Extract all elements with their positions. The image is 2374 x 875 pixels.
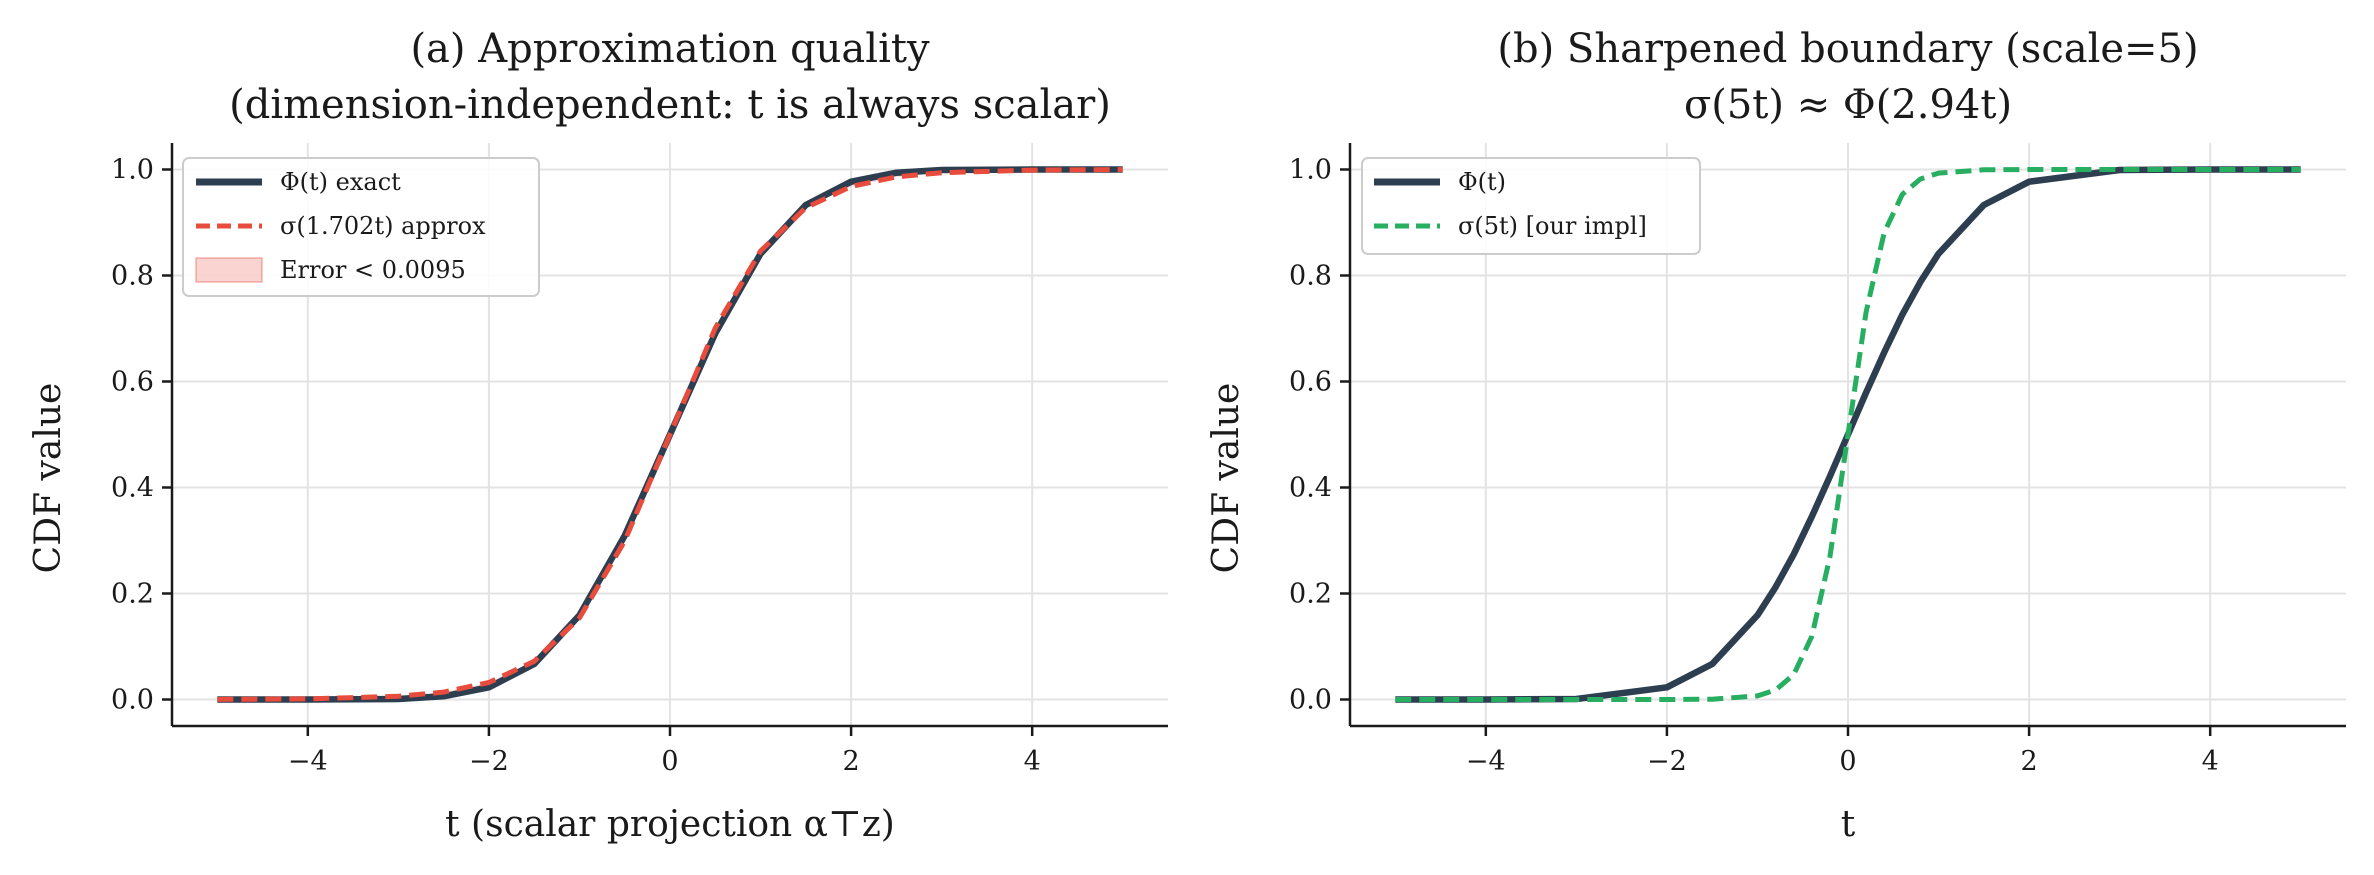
panel-b-x-ticks: −4 −2 0 2 4: [1466, 726, 2219, 777]
x-tick-label: −4: [1466, 746, 1506, 777]
legend-swatch-error-band: [195, 257, 263, 283]
x-tick-label: −2: [469, 746, 509, 777]
y-tick-label: 0.2: [111, 579, 154, 610]
panel-a-x-axis-label: t (scalar projection α⊤z): [445, 804, 895, 845]
panel-a-chart: (a) Approximation quality (dimension-ind…: [28, 26, 1168, 845]
series-line-1: [1395, 167, 2301, 702]
y-tick-label: 0.4: [1289, 473, 1332, 504]
x-tick-label: 0: [661, 746, 678, 777]
panel-a-y-axis-label: CDF value: [28, 383, 69, 574]
panel-a-title-line2: (dimension-independent: t is always scal…: [229, 82, 1111, 128]
legend-label-sigma-5t: σ(5t) [our impl]: [1458, 212, 1647, 240]
x-tick-label: 4: [2202, 746, 2219, 777]
legend-label-sigma-approx: σ(1.702t) approx: [280, 212, 486, 240]
panel-a-y-ticks: 0.0 0.2 0.4 0.6 0.8 1.0: [111, 155, 172, 716]
x-tick-label: −4: [288, 746, 328, 777]
legend-label-phi: Φ(t): [1458, 168, 1506, 196]
panel-a-series: [217, 166, 1123, 703]
panel-b-title-line2: σ(5t) ≈ Φ(2.94t): [1684, 82, 2012, 128]
legend-label-phi-exact: Φ(t) exact: [280, 168, 401, 196]
y-tick-label: 1.0: [111, 155, 154, 186]
y-tick-label: 0.6: [111, 367, 154, 398]
panel-b-series: [1395, 166, 2301, 703]
y-tick-label: 0.8: [111, 261, 154, 292]
panel-a-legend: Φ(t) exact σ(1.702t) approx Error < 0.00…: [182, 157, 540, 297]
y-tick-label: 1.0: [1289, 155, 1332, 186]
panel-b-grid: [1350, 143, 2346, 726]
panel-b-chart: (b) Sharpened boundary (scale=5) σ(5t) ≈…: [1206, 26, 2346, 845]
series-line-1: [217, 167, 1123, 702]
x-tick-label: 0: [1839, 746, 1856, 777]
panel-b-x-axis-label: t: [1841, 804, 1856, 845]
panel-b-legend: Φ(t) σ(5t) [our impl]: [1361, 157, 1701, 255]
y-tick-label: 0.2: [1289, 579, 1332, 610]
x-tick-label: 2: [842, 746, 859, 777]
x-tick-label: 2: [2020, 746, 2037, 777]
panel-a-legend-box: [182, 157, 540, 297]
y-tick-label: 0.6: [1289, 367, 1332, 398]
y-tick-label: 0.0: [1289, 685, 1332, 716]
panel-b-legend-box: [1361, 157, 1701, 255]
panel-b-title-line1: (b) Sharpened boundary (scale=5): [1497, 26, 2198, 72]
y-tick-label: 0.4: [111, 473, 154, 504]
panel-a-x-ticks: −4 −2 0 2 4: [288, 726, 1041, 777]
x-tick-label: 4: [1024, 746, 1041, 777]
panel-b-y-ticks: 0.0 0.2 0.4 0.6 0.8 1.0: [1289, 155, 1350, 716]
legend-label-error-band: Error < 0.0095: [280, 256, 466, 284]
y-tick-label: 0.0: [111, 685, 154, 716]
x-tick-label: −2: [1647, 746, 1687, 777]
panel-b-y-axis-label: CDF value: [1206, 383, 1247, 574]
y-tick-label: 0.8: [1289, 261, 1332, 292]
panel-a-title-line1: (a) Approximation quality: [410, 26, 930, 72]
